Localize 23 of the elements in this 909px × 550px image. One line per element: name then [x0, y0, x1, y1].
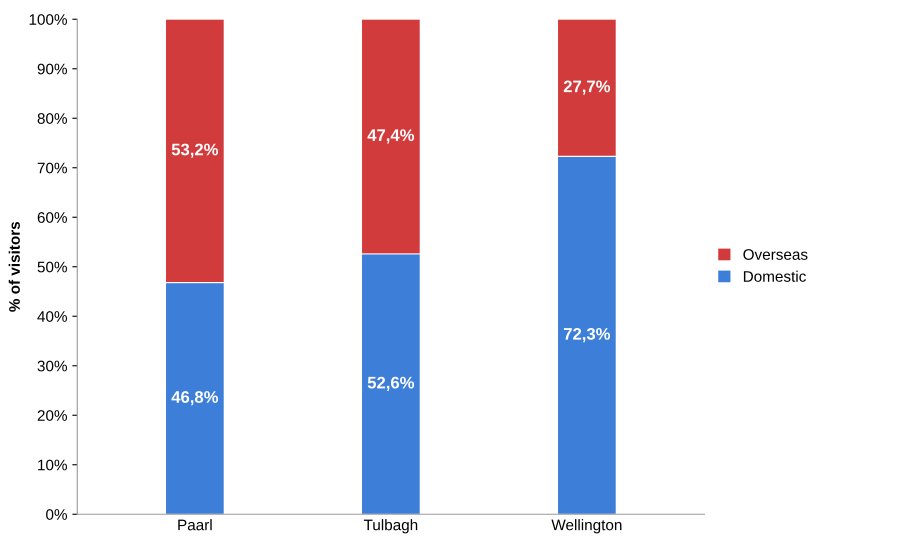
y-axis-title: % of visitors — [8, 222, 20, 312]
legend-label: Overseas — [743, 249, 808, 260]
x-tick-label: Wellington — [551, 519, 622, 534]
data-label: 72,3% — [564, 328, 610, 342]
data-label: 53,2% — [172, 144, 218, 158]
y-tick-label: 100% — [30, 14, 67, 25]
y-tick-label: 90% — [38, 64, 67, 74]
y-tick-label: 30% — [38, 360, 67, 372]
data-label: 46,8% — [171, 391, 218, 406]
y-tick-label: 40% — [37, 311, 67, 322]
x-tick-label: Tulbagh — [364, 519, 418, 534]
y-tick-label: 60% — [38, 212, 67, 223]
data-label: 52,6% — [368, 376, 414, 391]
data-label: 47,4% — [367, 129, 414, 144]
legend-label: Domestic — [744, 270, 806, 282]
y-tick-label: 10% — [38, 460, 67, 470]
data-label: 27,7% — [564, 80, 610, 95]
x-tick-label: Paarl — [178, 519, 212, 530]
y-tick-label: 20% — [38, 410, 67, 421]
y-tick-label: 50% — [38, 262, 67, 272]
y-tick-label: 70% — [38, 162, 67, 174]
y-tick-label: 0% — [46, 509, 67, 520]
y-tick-label: 80% — [38, 113, 67, 124]
